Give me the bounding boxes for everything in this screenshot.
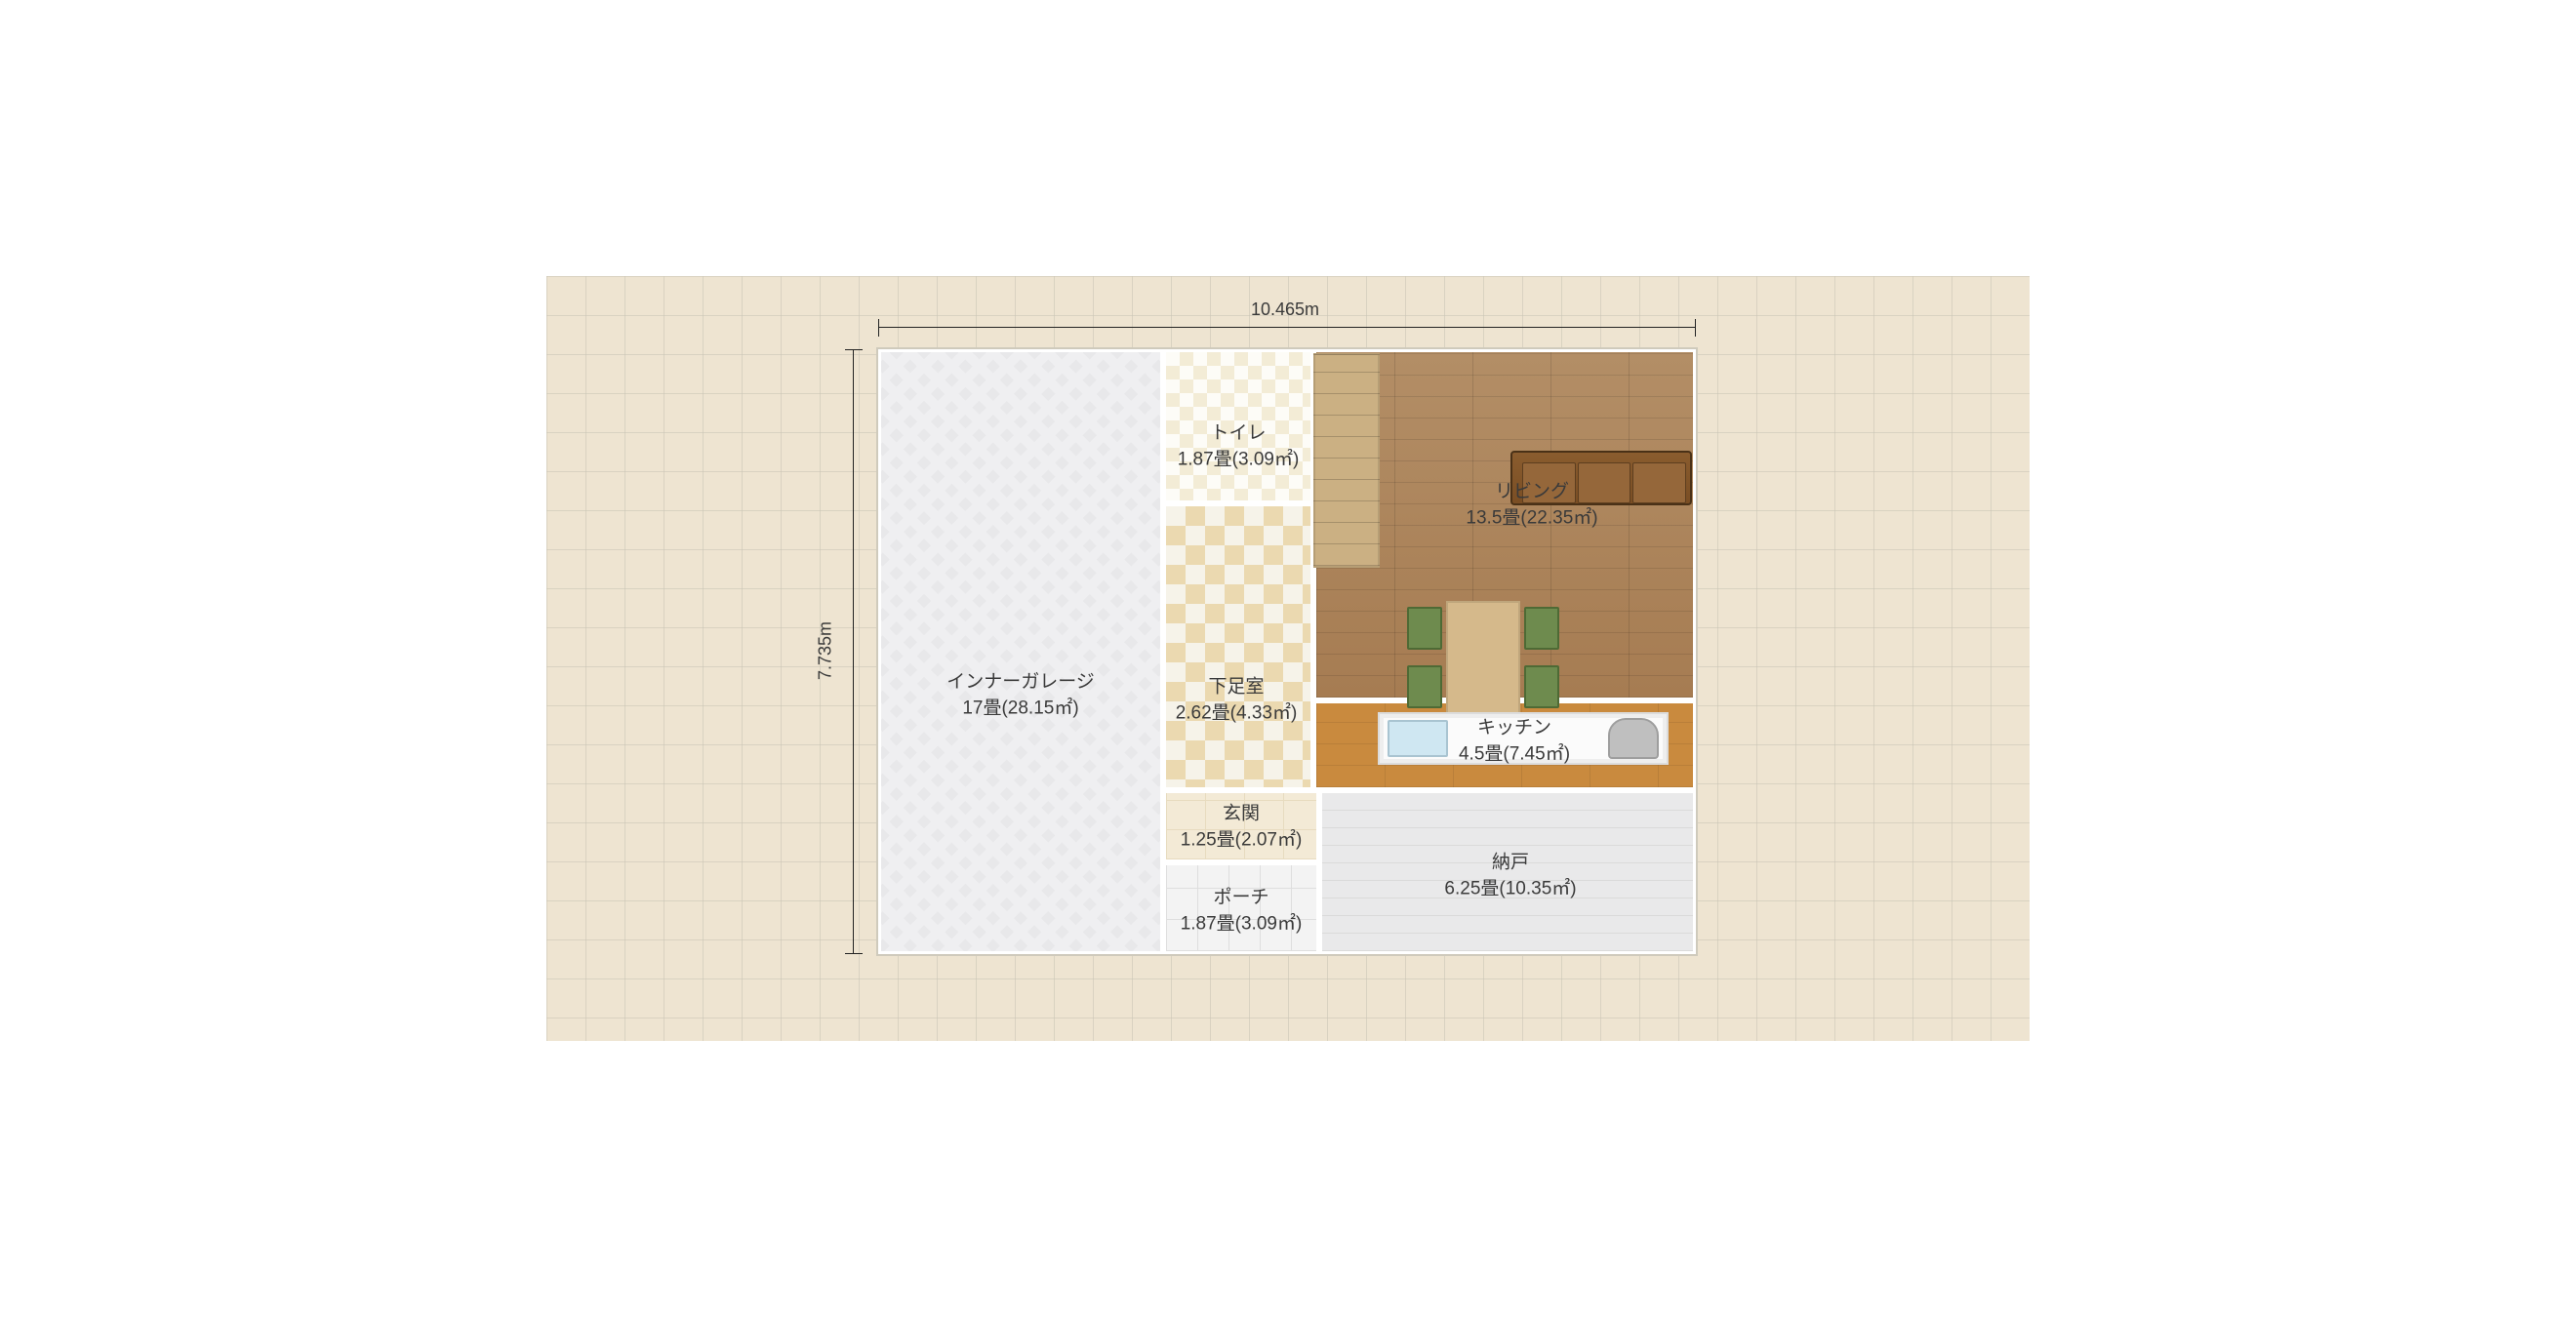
dim-tick	[1695, 319, 1696, 337]
room-shoeroom	[1163, 503, 1313, 790]
room-label-shoeroom: 下足室2.62畳(4.33㎡)	[1176, 674, 1298, 726]
room-label-garage: インナーガレージ17畳(28.15㎡)	[946, 669, 1095, 721]
dim-tick	[845, 953, 863, 954]
chair	[1407, 607, 1442, 650]
dim-tick	[845, 349, 863, 350]
dim-line-top	[878, 327, 1696, 328]
dim-width-label: 10.465m	[1251, 299, 1319, 320]
dim-line-left	[853, 349, 854, 954]
chair	[1524, 665, 1559, 708]
dim-tick	[878, 319, 879, 337]
dim-height-label: 7.735m	[816, 621, 836, 680]
stairs	[1313, 353, 1380, 568]
chair	[1407, 665, 1442, 708]
room-label-living: リビング13.5畳(22.35㎡)	[1466, 479, 1597, 531]
floorplan: インナーガレージ17畳(28.15㎡) トイレ1.87畳(3.09㎡) 下足室2.6…	[878, 349, 1696, 954]
room-label-genkan: 玄関1.25畳(2.07㎡)	[1181, 801, 1303, 853]
room-label-nando: 納戸6.25畳(10.35㎡)	[1444, 850, 1576, 901]
room-garage	[878, 349, 1163, 954]
sink	[1388, 720, 1448, 757]
room-label-toilet: トイレ1.87畳(3.09㎡)	[1178, 420, 1300, 472]
chair	[1524, 607, 1559, 650]
room-label-porch: ポーチ1.87畳(3.09㎡)	[1181, 885, 1303, 937]
room-label-kitchen: キッチン4.5畳(7.45㎡)	[1459, 715, 1570, 767]
stove	[1608, 718, 1659, 759]
floorplan-canvas: 10.465m 7.735m インナーガレージ17畳(28.15㎡) トイレ1.8…	[546, 276, 2030, 1041]
